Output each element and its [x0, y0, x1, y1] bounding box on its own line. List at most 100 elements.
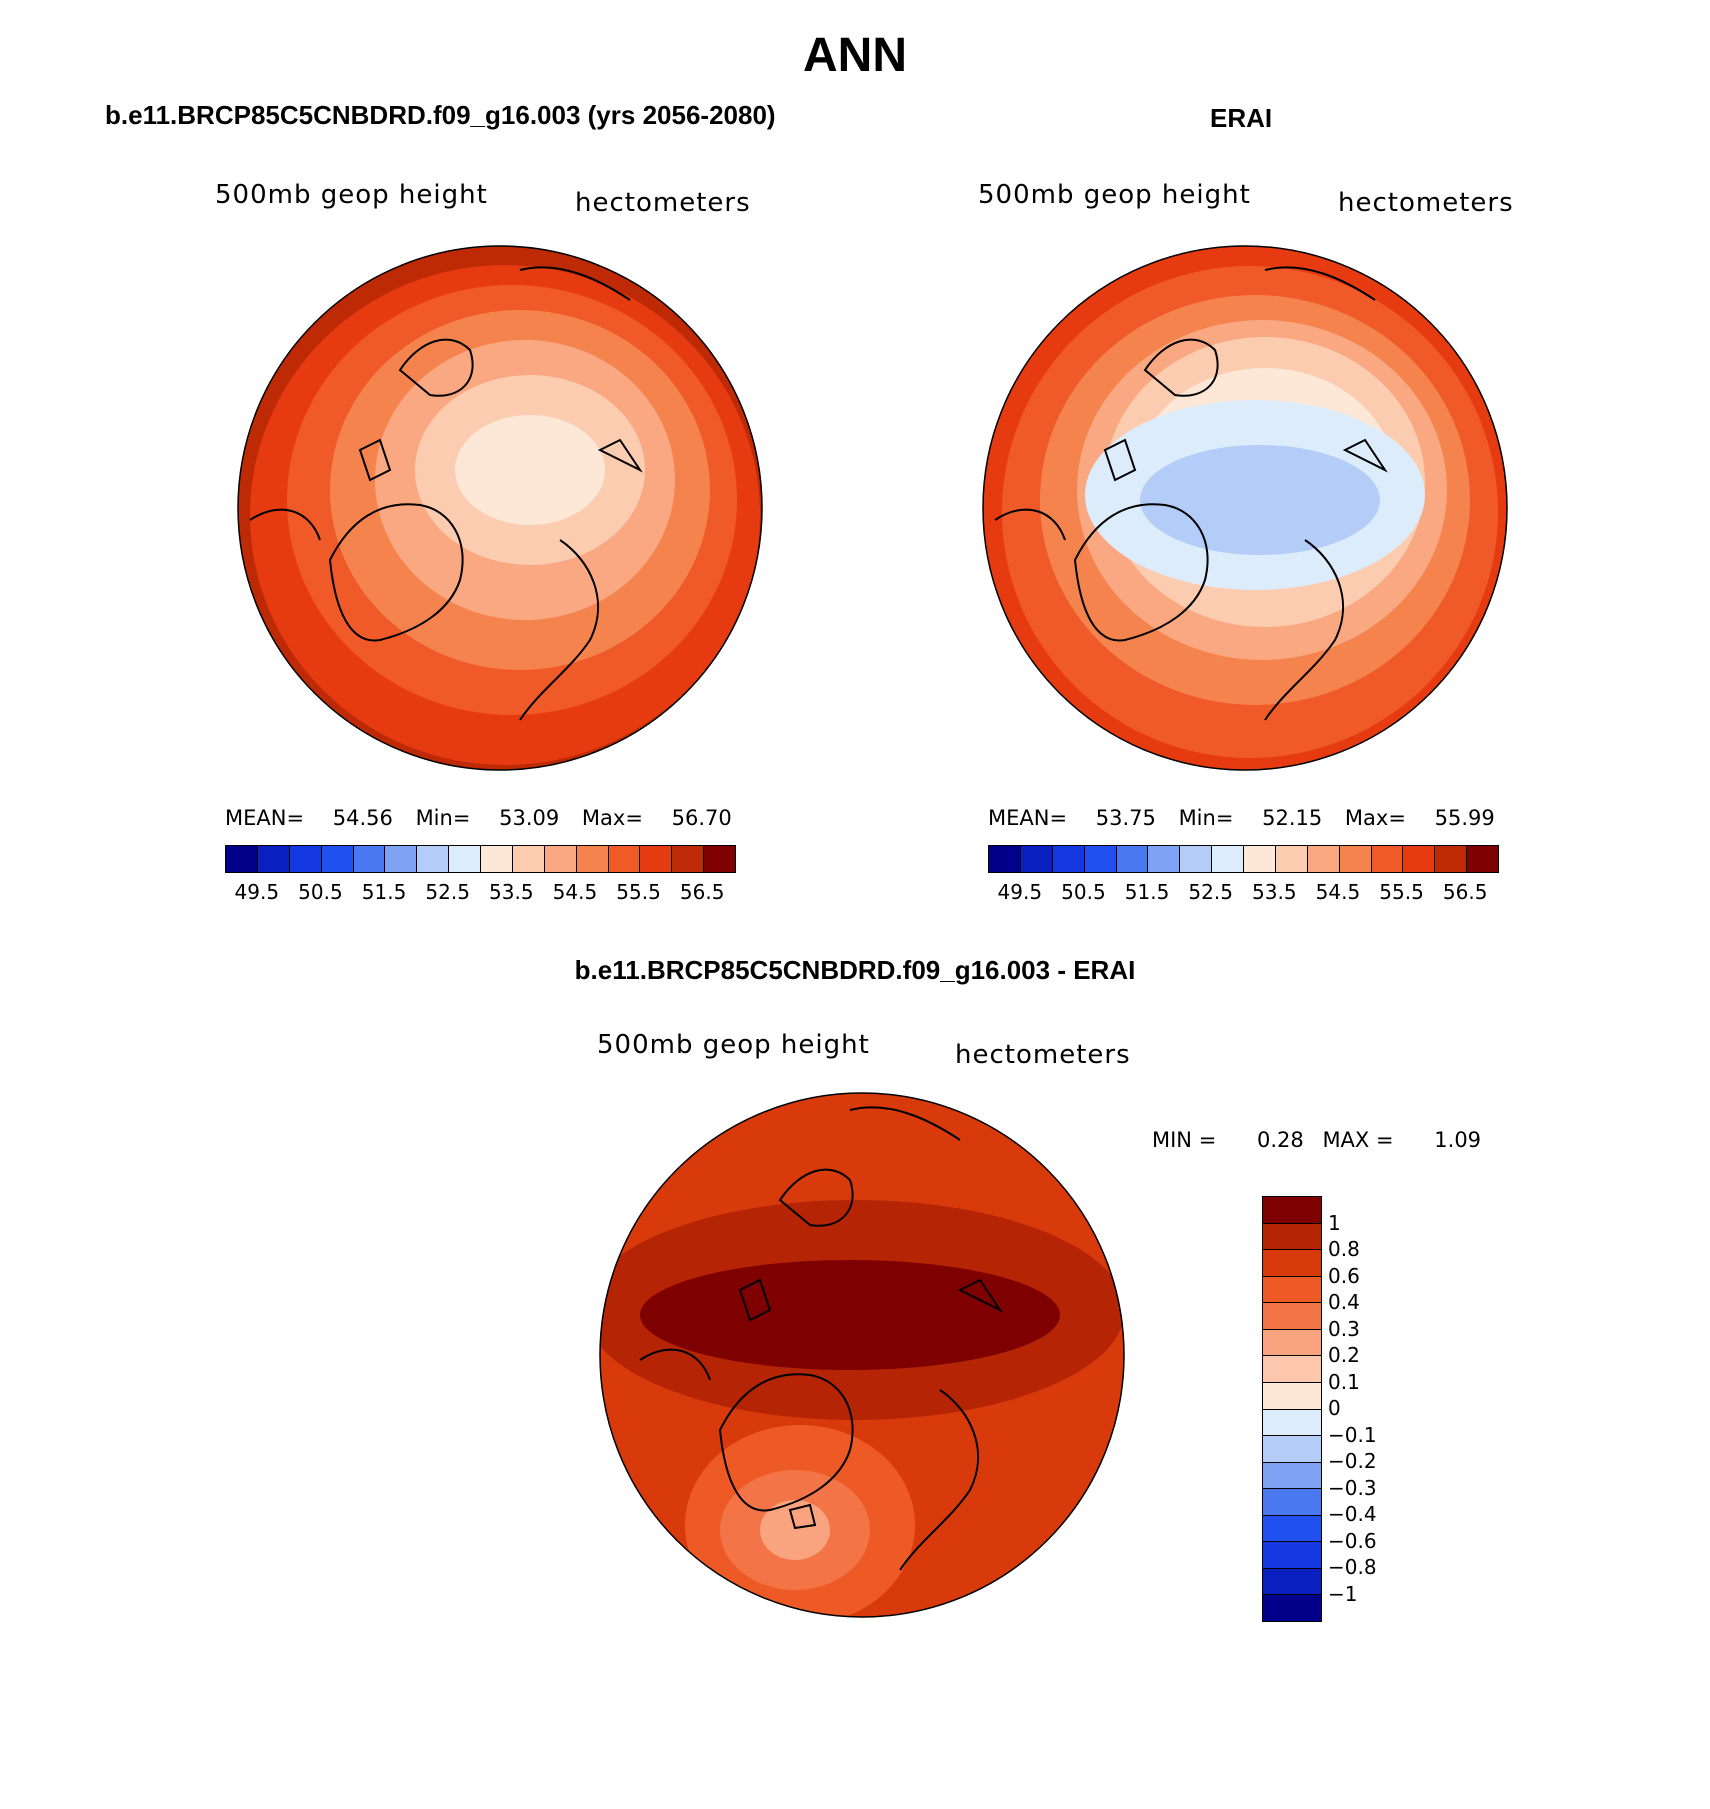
model-max-label: Max= [581, 806, 643, 830]
colorbar-box-3 [1084, 846, 1117, 872]
diff-colorbar-box-13 [1263, 1542, 1321, 1569]
diff-colorbar-box-5 [1263, 1329, 1321, 1357]
diff-colorbar-tick-label: 0 [1328, 1396, 1341, 1420]
diff-colorbar-tick-label: 0.2 [1328, 1343, 1360, 1367]
model-colorbar [225, 845, 736, 873]
colorbar-box-10 [544, 846, 577, 872]
obs-colorbar-labels: 49.5 50.5 51.5 52.5 53.5 54.5 55.5 56.5 [988, 880, 1497, 904]
model-panel-title: b.e11.BRCP85C5CNBDRD.f09_g16.003 (yrs 20… [105, 100, 776, 130]
diff-min-value: 0.28 [1256, 1128, 1304, 1152]
obs-stats: MEAN= 53.75 Min= 52.15 Max= 55.99 [988, 806, 1495, 830]
colorbar-tick-label: 53.5 [1252, 880, 1297, 904]
obs-units-label: hectometers [1338, 188, 1514, 218]
colorbar-box-0 [226, 846, 258, 872]
model-mean-label: MEAN= [225, 806, 305, 830]
obs-coastlines [994, 266, 1388, 721]
diff-colorbar-tick-label: 0.4 [1328, 1290, 1360, 1314]
colorbar-tick-label: 55.5 [1379, 880, 1424, 904]
model-variable-label: 500mb geop height [215, 180, 488, 210]
colorbar-box-9 [1275, 846, 1308, 872]
colorbar-box-4 [1116, 846, 1149, 872]
colorbar-box-2 [1052, 846, 1085, 872]
colorbar-box-12 [608, 846, 641, 872]
colorbar-box-6 [1180, 846, 1213, 872]
model-coastlines [249, 266, 643, 721]
obs-variable-label: 500mb geop height [978, 180, 1251, 210]
diff-max-label: MAX = [1322, 1128, 1394, 1152]
diff-colorbar-tick-label: 1 [1328, 1210, 1341, 1235]
model-min-value: 53.09 [499, 806, 560, 830]
diff-colorbar-tick-label: −0.8 [1328, 1555, 1377, 1579]
model-colorbar-labels: 49.5 50.5 51.5 52.5 53.5 54.5 55.5 56.5 [225, 880, 734, 904]
obs-min-label: Min= [1178, 806, 1234, 830]
diff-colorbar-tick-label: 0.3 [1328, 1316, 1360, 1341]
colorbar-tick-label: 51.5 [1124, 880, 1170, 904]
colorbar-box-2 [289, 846, 322, 872]
diff-colorbar-box-3 [1263, 1276, 1321, 1304]
colorbar-tick-label: 50.5 [298, 880, 343, 904]
diff-colorbar-box-11 [1263, 1489, 1321, 1516]
colorbar-box-15 [1467, 846, 1498, 872]
model-stats: MEAN= 54.56 Min= 53.09 Max= 56.70 [225, 806, 732, 830]
obs-mean-label: MEAN= [988, 806, 1068, 830]
colorbar-tick-label: 53.5 [489, 880, 534, 904]
obs-min-value: 52.15 [1262, 806, 1323, 830]
diff-colorbar-box-14 [1263, 1568, 1321, 1596]
colorbar-box-5 [1148, 846, 1181, 872]
colorbar-tick-label: 50.5 [1061, 880, 1106, 904]
diff-units-label: hectometers [955, 1040, 1131, 1070]
diff-colorbar-box-0 [1263, 1197, 1321, 1224]
colorbar-box-8 [1244, 846, 1276, 872]
colorbar-tick-label: 49.5 [234, 880, 280, 904]
obs-max-label: Max= [1344, 806, 1406, 830]
colorbar-box-4 [353, 846, 386, 872]
diff-colorbar-box-4 [1263, 1303, 1321, 1330]
diff-variable-label: 500mb geop height [597, 1030, 870, 1060]
diff-colorbar-box-2 [1263, 1250, 1321, 1277]
colorbar-box-7 [449, 846, 481, 872]
diff-contour-1 [640, 1260, 1060, 1370]
diff-stats: MIN = 0.28 MAX = 1.09 [1152, 1128, 1481, 1152]
model-max-value: 56.70 [671, 806, 732, 830]
obs-colorbar [988, 845, 1499, 873]
diff-colorbar-box-10 [1263, 1462, 1321, 1490]
diff-colorbar [1262, 1196, 1322, 1622]
diff-colorbar-box-8 [1263, 1409, 1321, 1437]
colorbar-tick-label: 52.5 [425, 880, 470, 904]
model-mean-value: 54.56 [332, 806, 393, 830]
colorbar-box-11 [1339, 846, 1372, 872]
obs-mean-value: 53.75 [1095, 806, 1156, 830]
colorbar-box-14 [1435, 846, 1468, 872]
diff-panel-title: b.e11.BRCP85C5CNBDRD.f09_g16.003 - ERAI [574, 955, 1136, 985]
colorbar-box-10 [1307, 846, 1340, 872]
diff-colorbar-tick-label: 0.8 [1328, 1237, 1360, 1261]
colorbar-tick-label: 56.5 [1442, 880, 1488, 904]
colorbar-tick-label: 52.5 [1188, 880, 1233, 904]
colorbar-box-14 [672, 846, 705, 872]
colorbar-box-9 [512, 846, 545, 872]
diff-colorbar-box-6 [1263, 1356, 1321, 1383]
diff-colorbar-tick-label: 0.6 [1328, 1263, 1360, 1288]
diff-colorbar-tick-label: −0.1 [1328, 1422, 1377, 1447]
diff-colorbar-tick-label: −0.4 [1328, 1502, 1377, 1526]
colorbar-tick-label: 51.5 [361, 880, 407, 904]
obs-max-value: 55.99 [1434, 806, 1495, 830]
diff-coastlines [639, 1106, 1003, 1571]
diff-colorbar-box-15 [1263, 1595, 1321, 1621]
colorbar-tick-label: 54.5 [1315, 880, 1361, 904]
colorbar-tick-label: 49.5 [997, 880, 1043, 904]
figure-title: ANN [803, 29, 907, 82]
colorbar-box-1 [1020, 846, 1053, 872]
colorbar-box-13 [1403, 846, 1436, 872]
colorbar-box-6 [417, 846, 450, 872]
colorbar-box-15 [704, 846, 735, 872]
colorbar-box-13 [640, 846, 673, 872]
obs-panel-title: ERAI [1210, 103, 1273, 133]
diff-colorbar-box-1 [1263, 1223, 1321, 1251]
colorbar-box-1 [257, 846, 290, 872]
diff-colorbar-box-9 [1263, 1436, 1321, 1463]
colorbar-box-8 [481, 846, 513, 872]
